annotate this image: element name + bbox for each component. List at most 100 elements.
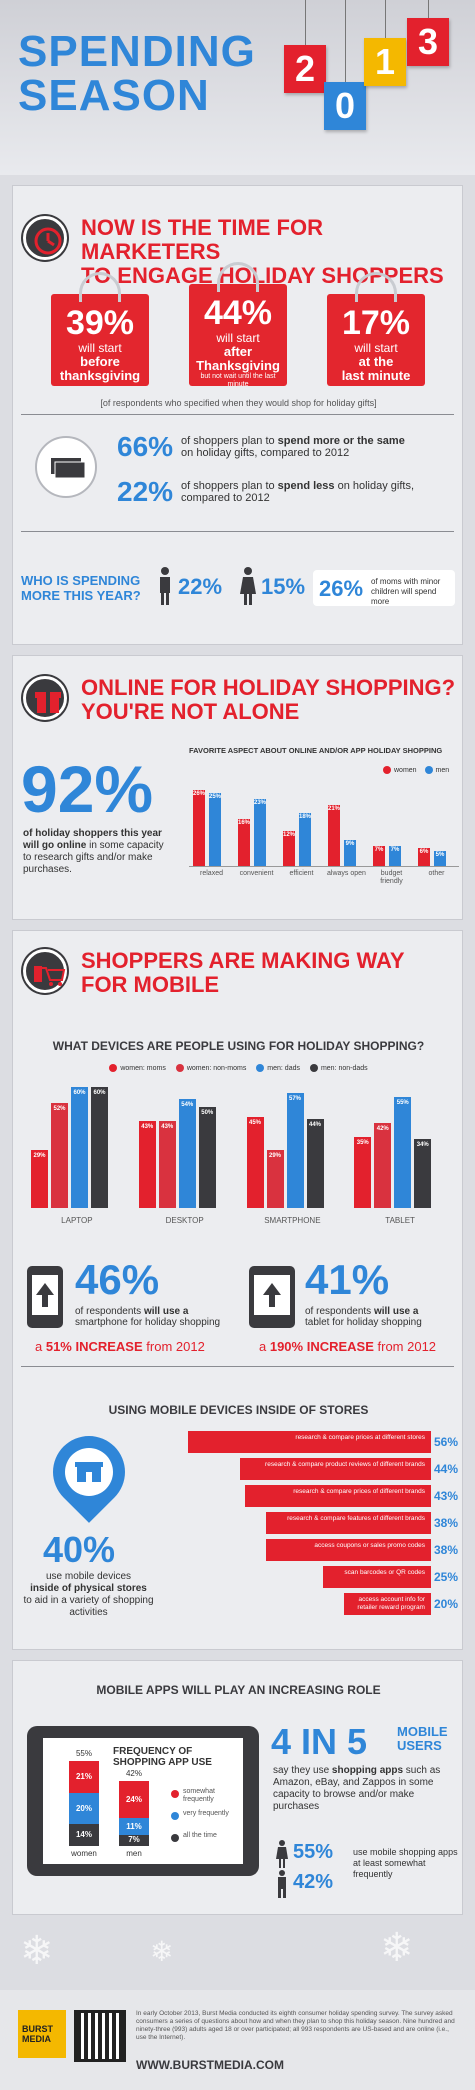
tablet-screen: FREQUENCY OF SHOPPING APP USE 55% 14% 20% 21…	[43, 1738, 243, 1864]
bar-desktop-men-dads	[178, 1099, 196, 1208]
stack-women-all-the-time: 14%	[69, 1824, 99, 1846]
stack-men-somewhat-frequently: 24%	[119, 1780, 149, 1819]
devices-chart: 29% 52% 60% 60% LAPTOP 43% 43% 54% 50% DESKTOP 45%…	[23, 1083, 454, 1233]
section-marketers: NOW IS THE TIME FOR MARKETERS TO ENGAGE H…	[12, 185, 463, 645]
online-desc: of holiday shoppers this year will go on…	[23, 828, 164, 875]
snowflake-icon: ❄	[380, 1926, 414, 1970]
freq-chart-title: FREQUENCY OF SHOPPING APP USE	[113, 1746, 212, 1768]
shopping-bag-44: 44% will start after Thanksgiving but no…	[189, 262, 287, 388]
section-title: ONLINE FOR HOLIDAY SHOPPING? YOU'RE NOT A…	[81, 675, 456, 724]
bar-other-women	[418, 848, 430, 866]
burst-media-logo: BURST MEDIA	[18, 2010, 66, 2058]
category-label: TABLET	[385, 1216, 415, 1225]
bar-label: 57%	[288, 1096, 301, 1103]
store-bar: access coupons or sales promo codes	[266, 1539, 431, 1561]
category-label: other	[428, 870, 445, 877]
year-tag-1: 2	[284, 45, 326, 93]
stores-desc: use mobile devices inside of physical sto…	[23, 1571, 154, 1618]
spend-more-stat: 66% of shoppers plan to spend more or th…	[117, 431, 405, 462]
stores-title: USING MOBILE DEVICES INSIDE OF STORES	[108, 1403, 369, 1417]
snowflake-icon: ❄	[150, 1936, 174, 1967]
bags-footnote: [of respondents who specified when they …	[100, 398, 377, 408]
tablet-desc: of respondents will use a tablet for holi…	[305, 1306, 422, 1328]
spend-less-stat: 22% of shoppers plan to spend less on ho…	[117, 476, 415, 507]
bar-relaxed-men	[209, 792, 221, 866]
store-bar: scan barcodes or QR codes	[322, 1566, 431, 1588]
mobile-users-label: MOBILE USERS	[397, 1724, 448, 1753]
store-pin-icon	[38, 1421, 140, 1523]
apps-desc: say they use shopping apps such as Amazo…	[273, 1765, 441, 1812]
tablet-icon	[249, 1266, 295, 1328]
bar-label: 44%	[308, 1122, 321, 1129]
stores-chart: research & compare prices at different s…	[13, 1431, 464, 1631]
bar-smartphone-women-moms	[246, 1117, 264, 1208]
bar-laptop-women-moms	[31, 1149, 48, 1208]
category-label: men	[126, 1849, 142, 1858]
bar-desktop-women-non-moms	[158, 1121, 176, 1208]
section-mobile: SHOPPERS ARE MAKING WAY FOR MOBILE WHAT D…	[12, 930, 463, 1650]
woman-icon	[276, 1840, 288, 1868]
bar-tablet-men-non-dads	[414, 1139, 432, 1208]
shopping-bag-39: 39% will start before thanksgiving	[51, 272, 149, 386]
bar-tablet-women-non-moms	[374, 1123, 392, 1208]
apps-title: MOBILE APPS WILL PLAY AN INCREASING ROLE	[96, 1683, 381, 1697]
apps-use-desc: use mobile shopping apps at least somewh…	[353, 1847, 458, 1879]
aspect-chart: 26% 25% relaxed 16% 23% convenient 12% 18% effic…	[189, 784, 459, 885]
category-label: relaxed	[200, 870, 223, 877]
tablet-pct: 41%	[305, 1256, 390, 1303]
man-icon	[160, 567, 170, 605]
bar-label: 23%	[253, 799, 266, 806]
bar-smartphone-women-non-moms	[266, 1149, 284, 1208]
freq-chart: 55% 14% 20% 21% women 42% 7% 11% 24% men somewhat …	[43, 1738, 243, 1864]
bar-label: 52%	[53, 1106, 66, 1113]
category-label: women	[71, 1849, 97, 1858]
gift-icon	[23, 676, 67, 720]
stack-women-very-frequently: 20%	[69, 1793, 99, 1825]
stack-men-very-frequently: 11%	[119, 1818, 149, 1836]
bar-label: 45%	[248, 1120, 261, 1127]
stack-women-somewhat-frequently: 21%	[69, 1760, 99, 1794]
bar-always-open-men	[344, 839, 356, 866]
cart-icon	[23, 949, 67, 993]
legend-label: somewhat frequently	[183, 1788, 215, 1803]
bar-label: 60%	[73, 1090, 86, 1097]
section-title: NOW IS THE TIME FOR MARKETERS TO ENGAGE H…	[81, 215, 444, 288]
aspect-chart-title: FAVORITE ASPECT ABOUT ONLINE AND/OR APP …	[189, 746, 443, 755]
bar-laptop-men-dads	[71, 1087, 88, 1208]
woman-icon	[240, 567, 256, 605]
bar-label: 12%	[282, 831, 295, 838]
qr-code[interactable]	[74, 2010, 126, 2062]
store-pct: 44%	[434, 1462, 459, 1476]
section-online: ONLINE FOR HOLIDAY SHOPPING? YOU'RE NOT A…	[12, 655, 463, 920]
bar-label: 43%	[161, 1124, 174, 1131]
legend-dot	[171, 1834, 179, 1842]
legend-dot	[171, 1812, 179, 1820]
tag-string	[385, 0, 386, 38]
category-label: budget friendly	[380, 870, 403, 885]
bar-label: 25%	[208, 793, 221, 800]
bar-smartphone-men-non-dads	[306, 1119, 324, 1208]
bar-label: 26%	[192, 790, 205, 797]
website-link[interactable]: WWW.BURSTMEDIA.COM	[136, 2058, 284, 2072]
bar-label: 50%	[201, 1110, 214, 1117]
bar-laptop-men-non-dads	[91, 1087, 108, 1208]
total-label: 55%	[75, 1748, 92, 1758]
x-axis	[189, 866, 459, 867]
footer: BURST MEDIA In early October 2013, Burst …	[0, 1990, 475, 2090]
bar-label: 5%	[435, 852, 445, 859]
bar-budget-friendly-women	[373, 845, 385, 866]
bar-label: 7%	[374, 846, 384, 853]
store-pct: 56%	[434, 1435, 459, 1449]
bar-label: 43%	[141, 1124, 154, 1131]
bar-convenient-men	[254, 798, 266, 866]
bar-label: 29%	[268, 1152, 281, 1159]
divider	[21, 414, 454, 415]
bar-smartphone-men-dads	[286, 1093, 304, 1208]
tag-string	[305, 0, 306, 45]
bar-label: 18%	[298, 814, 311, 821]
bar-label: 21%	[327, 805, 340, 812]
money-icon	[35, 436, 97, 498]
snowflake-icon: ❄	[20, 1929, 54, 1973]
bar-label: 54%	[181, 1102, 194, 1109]
stack-men-all-the-time: 7%	[119, 1835, 149, 1846]
